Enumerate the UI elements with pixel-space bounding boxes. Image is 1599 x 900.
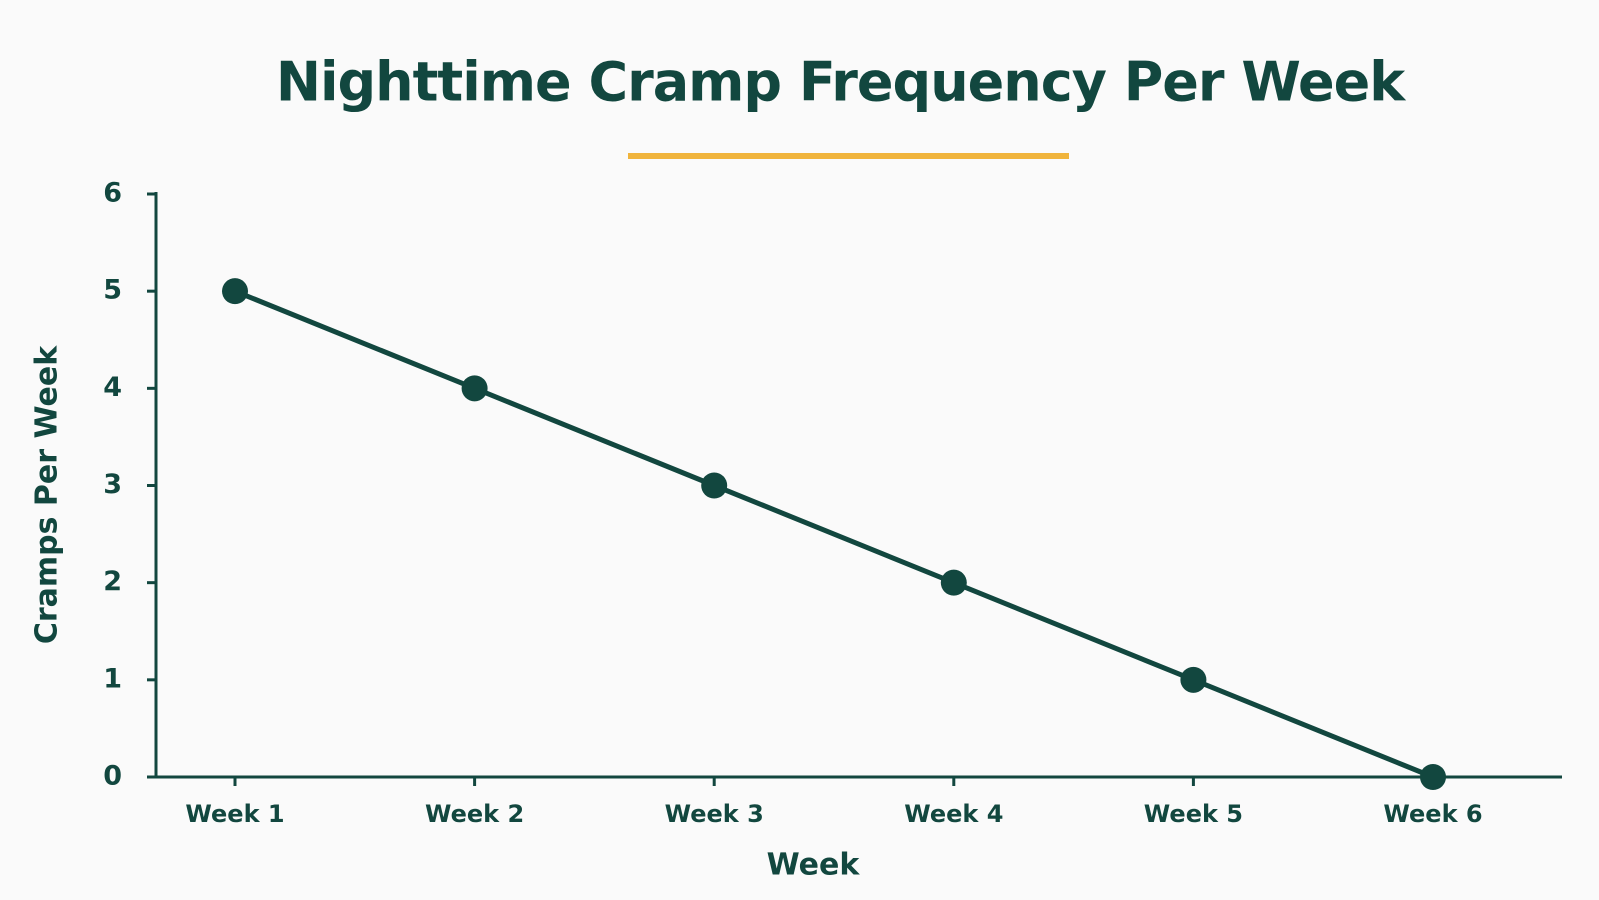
y-tick-label: 5: [103, 275, 122, 306]
y-tick-label: 1: [103, 663, 122, 694]
x-tick-label: Week 2: [425, 800, 524, 828]
data-point: [701, 472, 728, 499]
data-point: [1420, 764, 1446, 790]
x-tick-label: Week 3: [665, 800, 764, 828]
data-point: [940, 569, 967, 596]
x-tick-label: Week 4: [904, 800, 1003, 828]
x-axis-label: Week: [767, 848, 861, 883]
data-point: [1180, 666, 1207, 693]
chart-title: Nighttime Cramp Frequency Per Week: [276, 51, 1406, 114]
y-tick-label: 0: [103, 761, 122, 792]
data-point: [222, 278, 248, 305]
y-tick-label: 6: [103, 178, 122, 209]
y-axis-label: Cramps Per Week: [30, 345, 65, 644]
y-tick-label: 2: [103, 566, 122, 597]
y-tick-label: 4: [103, 372, 122, 403]
data-point: [461, 375, 488, 402]
x-tick-label: Week 1: [185, 800, 284, 828]
x-tick-label: Week 6: [1383, 800, 1482, 828]
y-tick-label: 3: [103, 469, 122, 500]
x-tick-label: Week 5: [1144, 800, 1243, 828]
data-line: [234, 288, 1434, 780]
